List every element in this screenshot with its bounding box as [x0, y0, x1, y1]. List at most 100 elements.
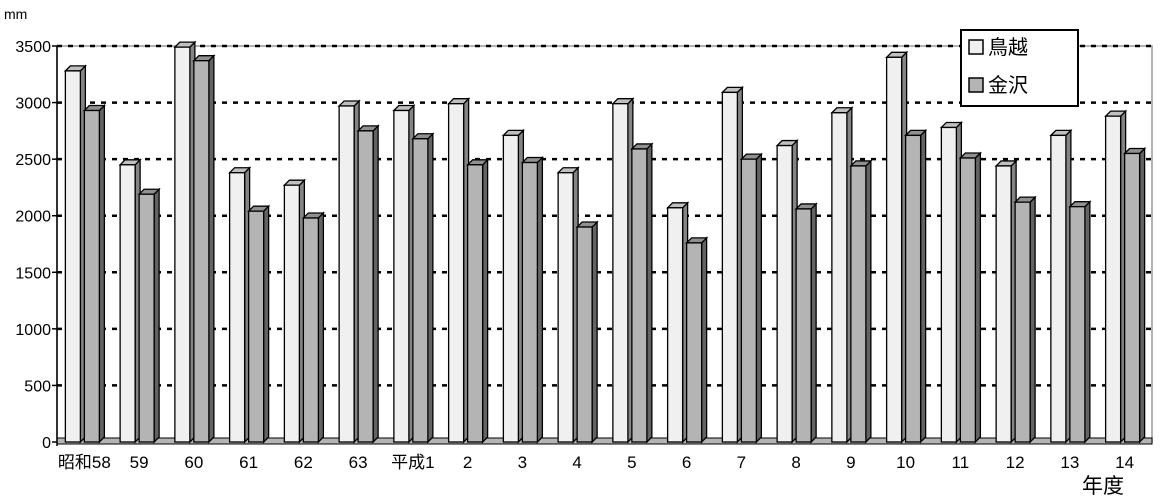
- bar-front: [228, 172, 246, 443]
- bar-side: [536, 155, 544, 444]
- x-tick-label: 14: [1115, 453, 1134, 472]
- bar-side: [810, 202, 817, 444]
- bar-1-12: [666, 201, 690, 444]
- bar-2-15: [849, 159, 873, 444]
- x-tick-label: 平成1: [391, 453, 434, 472]
- legend-label-1: 鳥越: [988, 36, 1028, 59]
- bar-1-7: [392, 103, 416, 444]
- bar-front: [521, 161, 539, 443]
- bar-side: [974, 151, 982, 444]
- y-tick-label: 3500: [15, 39, 51, 56]
- bar-1-8: [447, 97, 471, 444]
- bar-side: [919, 128, 927, 444]
- bar-2-5: [301, 211, 325, 444]
- x-tick-label: 2: [463, 453, 472, 472]
- bar-2-4: [247, 204, 271, 444]
- bar-side: [427, 132, 434, 444]
- bar-side: [591, 220, 598, 444]
- bar-front: [740, 158, 758, 443]
- bar-2-18: [1013, 195, 1037, 444]
- bar-1-9: [501, 128, 525, 444]
- bar-front: [850, 165, 867, 443]
- x-tick-label: 10: [896, 453, 915, 472]
- bar-side: [755, 152, 763, 444]
- bar-side: [208, 54, 215, 444]
- bar-1-15: [830, 106, 854, 444]
- bar-2-11: [630, 142, 654, 444]
- bar-1-18: [994, 159, 1018, 444]
- bar-1-6: [337, 99, 361, 444]
- bar-front: [193, 60, 210, 443]
- bar-side: [865, 159, 872, 444]
- bar-front: [412, 138, 429, 443]
- bar-2-6: [356, 124, 380, 444]
- bar-side: [700, 236, 708, 444]
- bar-2-10: [575, 220, 599, 444]
- bar-front: [357, 130, 374, 443]
- bar-side: [98, 103, 106, 444]
- x-tick-label: 7: [737, 453, 746, 472]
- bar-front: [1014, 201, 1031, 443]
- x-tick-label: 59: [130, 453, 149, 472]
- bar-1-4: [228, 166, 252, 444]
- y-tick-label: 2500: [15, 152, 51, 169]
- bar-1-3: [173, 40, 197, 444]
- x-tick-label: 62: [294, 453, 313, 472]
- bar-side: [646, 142, 653, 444]
- bar-2-14: [794, 202, 818, 444]
- x-tick-label: 4: [572, 453, 581, 472]
- bar-side: [1138, 146, 1146, 444]
- bar-2-3: [192, 54, 216, 444]
- bar-front: [302, 217, 320, 443]
- x-tick-label: 60: [184, 453, 203, 472]
- bar-2-16: [904, 128, 928, 444]
- bar-side: [1029, 195, 1036, 444]
- bar-1-17: [939, 120, 963, 444]
- bar-front: [995, 165, 1012, 443]
- x-tick-label: 5: [627, 453, 636, 472]
- x-tick-label: 12: [1006, 453, 1025, 472]
- bar-side: [153, 187, 160, 444]
- bar-front: [831, 112, 848, 443]
- bar-front: [795, 208, 812, 443]
- bar-2-1: [82, 103, 106, 444]
- x-tick-label: 61: [239, 453, 258, 472]
- bar-1-13: [720, 85, 744, 444]
- bar-front: [904, 134, 922, 443]
- legend-item-2: 金沢: [968, 74, 1028, 97]
- bar-side: [372, 124, 379, 444]
- bar-front: [557, 172, 574, 443]
- bar-2-7: [411, 132, 435, 444]
- bar-front: [721, 91, 739, 443]
- bar-front: [959, 157, 977, 443]
- bars: [63, 40, 1147, 444]
- bar-1-11: [611, 97, 635, 444]
- bar-2-13: [739, 152, 763, 444]
- y-tick-label: 1000: [15, 322, 51, 339]
- bar-2-2: [137, 187, 161, 444]
- bar-front: [174, 46, 191, 443]
- y-axis-ticks: 0 500 1000 1500 2000 2500 3000 3500: [15, 39, 58, 452]
- bar-front: [885, 56, 903, 443]
- x-tick-label: 9: [846, 453, 855, 472]
- bar-2-20: [1123, 146, 1147, 444]
- bar-front: [83, 109, 101, 443]
- x-tick-label: 昭和58: [58, 453, 111, 472]
- bar-1-1: [63, 64, 87, 444]
- bar-front: [502, 134, 520, 443]
- bar-front: [685, 242, 703, 443]
- x-tick-label: 11: [952, 453, 970, 472]
- bar-1-5: [282, 178, 306, 444]
- bar-side: [317, 211, 325, 444]
- bar-2-19: [1068, 200, 1092, 444]
- bar-1-2: [118, 158, 142, 444]
- bar-2-8: [466, 158, 490, 444]
- bar-front: [393, 109, 410, 443]
- legend: 鳥越 金沢: [960, 29, 1079, 107]
- bar-front: [776, 144, 793, 443]
- bar-front: [138, 193, 155, 443]
- bar-front: [1050, 134, 1067, 443]
- bar-side: [1084, 200, 1091, 444]
- bar-front: [283, 184, 301, 443]
